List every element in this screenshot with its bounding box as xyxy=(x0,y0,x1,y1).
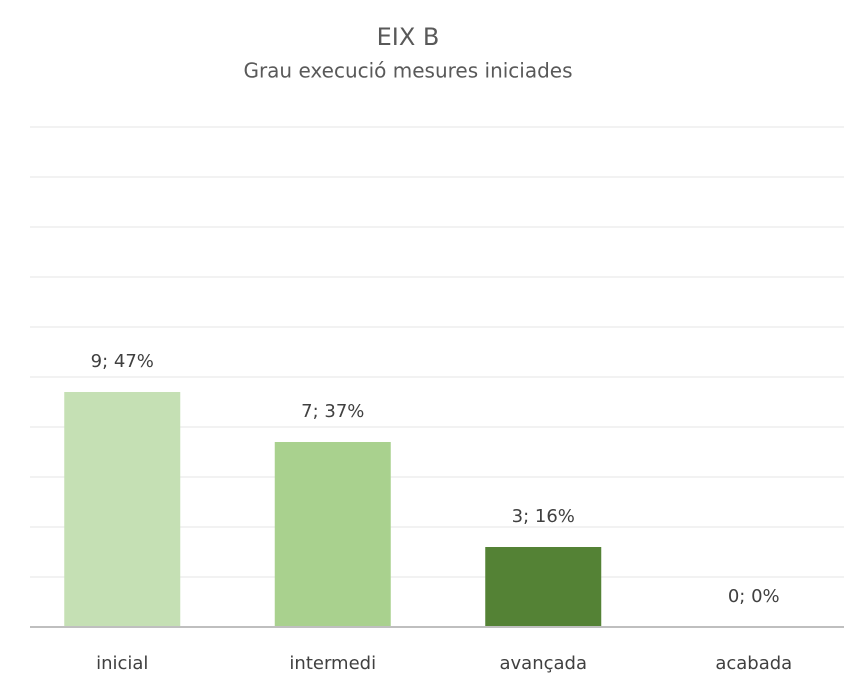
bar xyxy=(274,442,391,627)
chart-subtitle: Grau execució mesures iniciades xyxy=(243,59,572,83)
bar xyxy=(64,392,181,627)
x-tick-label: inicial xyxy=(96,653,148,674)
x-tick-label: intermedi xyxy=(289,653,376,674)
data-label: 0; 0% xyxy=(728,586,780,607)
data-label: 7; 37% xyxy=(301,401,364,422)
x-tick-label: acabada xyxy=(715,653,792,674)
x-tick-label: avançada xyxy=(499,653,587,674)
data-label: 3; 16% xyxy=(512,506,575,527)
chart-title: EIX B xyxy=(377,23,440,51)
data-label: 9; 47% xyxy=(91,351,154,372)
bar xyxy=(485,547,602,627)
